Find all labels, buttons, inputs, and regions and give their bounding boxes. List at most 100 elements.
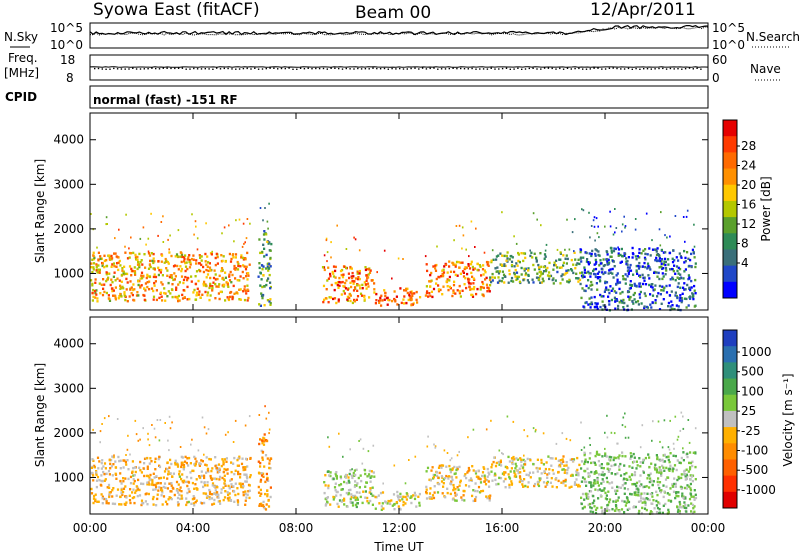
echo-cell [662,298,665,301]
echo-cell [196,287,199,290]
echo-cell [169,274,172,277]
echo-cell [117,256,120,259]
echo-cell [599,259,602,262]
echo-cell [191,257,194,261]
echo-cell [161,299,164,302]
echo-cell [639,285,642,288]
echo-cell [90,266,93,269]
echo-cell [186,285,189,289]
echo-cell [578,463,581,467]
echo-cell [589,272,592,275]
echo-cell [469,288,472,291]
echo-cell [591,283,594,287]
echo-cell [263,230,266,233]
echo-cell [497,272,501,275]
echo-cell [90,262,93,265]
echo-cell [160,268,163,272]
echo-cell [456,486,459,489]
echo-cell [526,485,529,489]
nave-dot [616,67,618,70]
echo-cell [142,226,145,229]
nave-dot [280,67,283,70]
echo-cell [661,464,664,468]
echo-cell [97,268,100,271]
echo-cell [351,279,354,283]
echo-cell [114,298,117,301]
echo-cell [176,491,180,494]
echo-cell [634,255,637,258]
echo-cell [629,457,632,460]
echo-cell [631,246,634,250]
echo-cell [517,251,520,255]
echo-cell [259,465,262,468]
echo-cell [640,252,643,255]
echo-cell [157,489,160,492]
echo-cell [405,498,408,501]
echo-cell [617,486,620,489]
echo-cell [660,469,663,472]
echo-cell [230,461,233,464]
echo-cell [495,483,498,486]
echo-cell [486,286,489,289]
echo-cell [248,263,251,266]
echo-cell [685,487,689,490]
echo-cell [544,255,547,258]
echo-cell [125,501,128,504]
echo-cell [553,261,556,264]
echo-cell [479,288,482,291]
echo-cell [613,432,616,435]
echo-cell [210,497,214,500]
echo-cell [491,272,494,276]
echo-cell [157,457,160,461]
echo-cell [429,294,432,298]
echo-cell [581,492,585,496]
echo-cell [472,277,475,280]
echo-cell [338,432,340,435]
echo-cell [112,455,115,459]
echo-cell [358,491,361,494]
echo-cell [258,414,261,416]
echo-cell [510,276,514,280]
echo-cell [694,452,697,455]
echo-cell [369,487,372,490]
echo-cell [270,242,273,246]
echo-cell [216,255,219,259]
echo-cell [192,254,195,257]
echo-cell [538,467,541,470]
nave-dot [395,68,397,70]
echo-cell [513,235,515,238]
echo-cell [355,468,358,471]
echo-cell [364,472,367,476]
nave-dot [269,67,271,69]
echo-cell [539,275,542,278]
echo-cell [610,298,613,302]
echo-cell [236,458,239,462]
echo-cell [425,263,428,266]
echo-cell [433,473,436,477]
echo-cell [196,237,199,240]
echo-cell [582,274,585,277]
nave-dot [109,68,111,70]
echo-cell [658,228,661,231]
echo-cell [198,476,201,479]
echo-cell [508,483,511,487]
echo-cell [150,212,152,215]
echo-cell [634,228,637,231]
echo-cell [94,278,97,281]
nave-dot [414,67,416,69]
echo-cell [417,495,420,498]
echo-cell [679,255,682,258]
echo-cell [112,262,116,265]
echo-cell [589,510,592,513]
echo-cell [332,297,335,301]
echo-cell [607,258,610,261]
echo-cell [488,278,492,282]
echo-cell [100,479,103,483]
echo-cell [685,297,688,301]
echo-cell [504,275,507,278]
echo-cell [346,295,349,299]
echo-cell [100,467,103,470]
echo-cell [564,469,567,472]
echo-cell [213,485,216,488]
